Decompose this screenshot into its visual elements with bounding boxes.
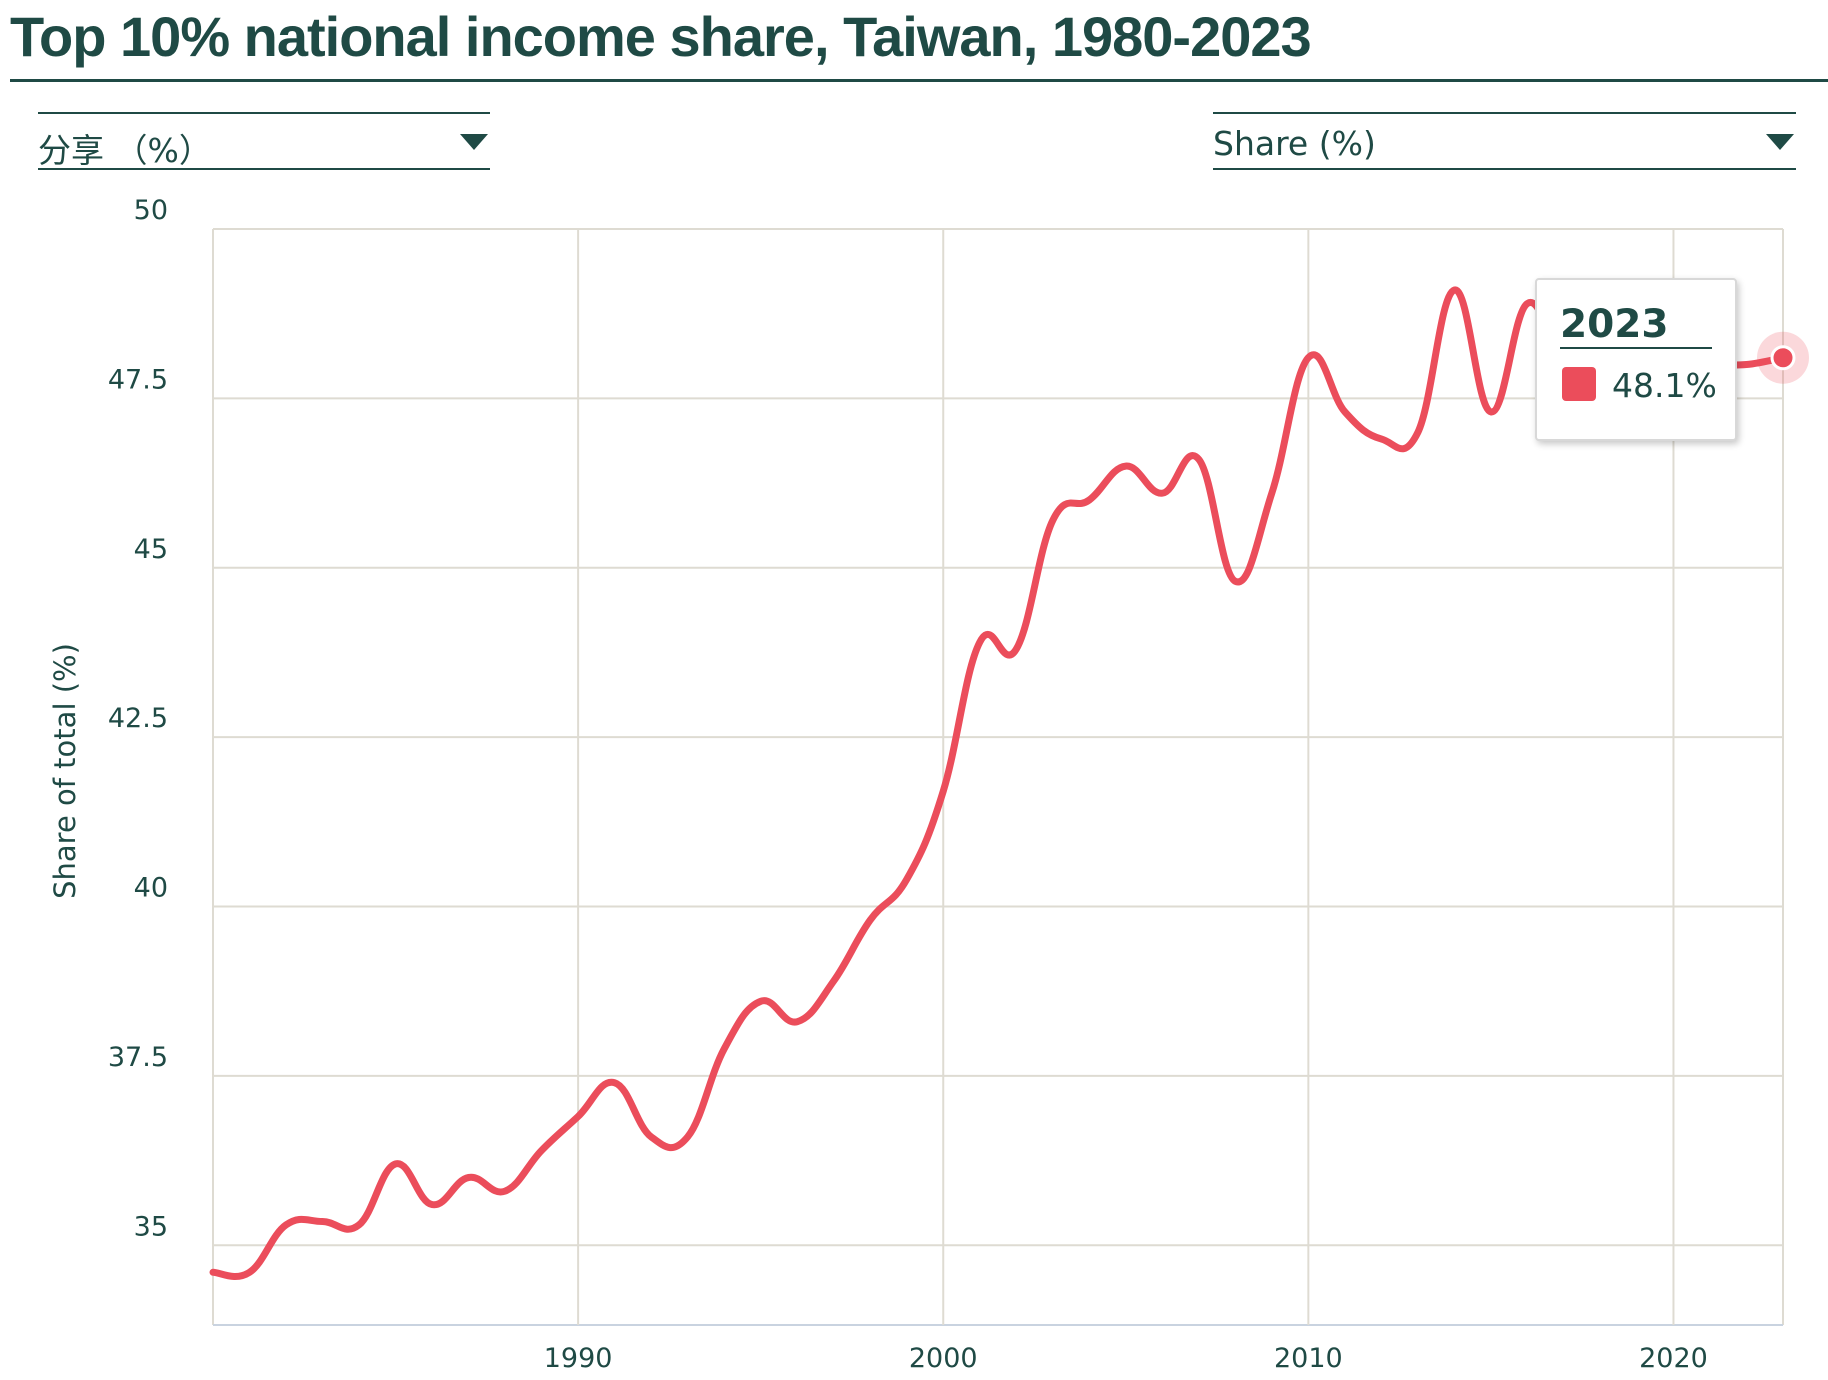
indicator-dropdown-label: 分享 （%） (38, 131, 212, 170)
indicator-dropdown[interactable]: 分享 （%） (38, 112, 490, 170)
y-axis-ticks: 35 37.5 40 42.5 45 47.5 50 (108, 195, 168, 1242)
chart-title: Top 10% national income share, Taiwan, 1… (10, 5, 1312, 68)
tooltip-divider (1560, 347, 1712, 349)
x-tick-label: 2000 (909, 1343, 978, 1374)
tooltip-year: 2023 (1560, 302, 1669, 347)
chevron-down-icon[interactable] (460, 134, 488, 150)
hover-focus (1757, 331, 1809, 384)
y-tick-label: 47.5 (108, 364, 168, 395)
y-axis-title: Share of total (%) (48, 643, 82, 899)
x-tick-label: 1990 (544, 1343, 613, 1374)
title-divider (10, 79, 1828, 82)
y-tick-label: 37.5 (108, 1042, 168, 1073)
grid-lines (212, 228, 1784, 1326)
x-tick-label: 2010 (1274, 1343, 1343, 1374)
series-lines (209, 286, 1787, 1280)
x-axis-ticks: 1990 2000 2010 2020 (544, 1343, 1708, 1374)
y-tick-label: 40 (134, 873, 168, 904)
chevron-down-icon[interactable] (1766, 134, 1794, 150)
tooltip: 2023 48.1% (1535, 278, 1737, 441)
y-tick-label: 35 (134, 1211, 168, 1242)
unit-dropdown-label: Share (%) (1213, 124, 1376, 163)
y-tick-label: 50 (134, 195, 168, 226)
series-line (209, 286, 1787, 1280)
tooltip-series-swatch (1562, 367, 1596, 401)
focus-point[interactable] (1770, 345, 1796, 371)
x-tick-label: 2020 (1639, 1343, 1708, 1374)
y-tick-label: 42.5 (108, 703, 168, 734)
line-chart[interactable]: 35 37.5 40 42.5 45 47.5 50 1990 2000 2010 2020 Sh… (0, 195, 1828, 1380)
tooltip-value: 48.1% (1612, 366, 1717, 405)
y-tick-label: 45 (134, 534, 168, 565)
unit-dropdown[interactable]: Share (%) (1213, 112, 1796, 170)
